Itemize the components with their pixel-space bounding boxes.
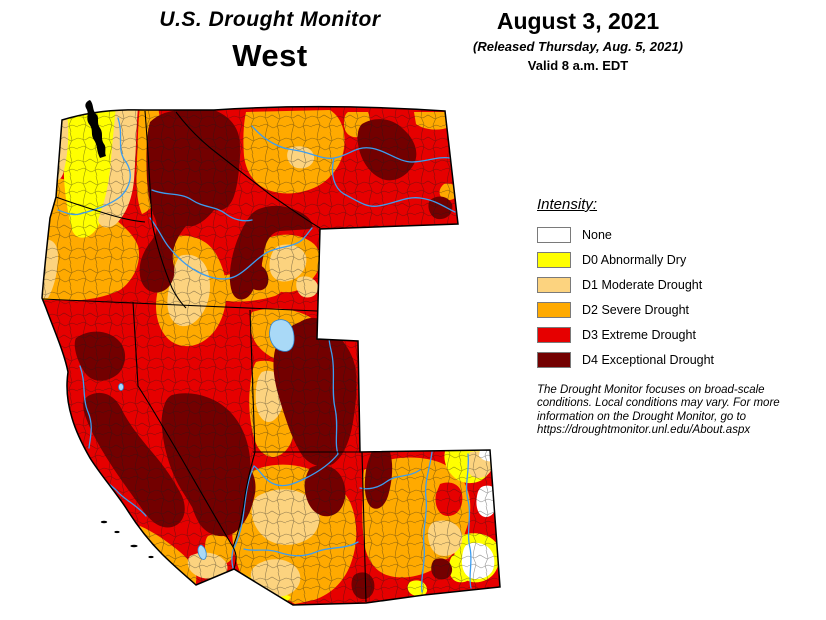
header-right: August 3, 2021 (Released Thursday, Aug. … xyxy=(447,8,709,73)
legend-label: D4 Exceptional Drought xyxy=(582,352,715,367)
disclaimer-line: The Drought Monitor focuses on broad-sca… xyxy=(537,384,765,396)
river xyxy=(151,189,253,222)
legend-row-d4: D4 Exceptional Drought xyxy=(537,347,807,372)
region-title: West xyxy=(232,38,308,73)
map-outline xyxy=(41,105,501,606)
map-date: August 3, 2021 xyxy=(496,8,660,34)
disclaimer: The Drought Monitor focuses on broad-sca… xyxy=(537,384,805,438)
great-salt-lake xyxy=(269,319,295,352)
legend-row-d0: D0 Abnormally Dry xyxy=(537,247,807,272)
state-border xyxy=(249,309,256,453)
state-border xyxy=(144,110,187,309)
rivers xyxy=(57,117,472,593)
disclaimer-url: https://droughtmonitor.unl.edu/About.asp… xyxy=(537,424,751,437)
river xyxy=(57,117,131,216)
river xyxy=(420,451,433,593)
disclaimer-line: information on the Drought Monitor, go t… xyxy=(537,410,747,423)
state-borders xyxy=(42,110,367,603)
state-border xyxy=(42,298,318,312)
river xyxy=(251,125,451,163)
legend-label: None xyxy=(582,227,612,242)
river xyxy=(149,217,313,280)
legend-label: D3 Extreme Drought xyxy=(582,327,696,342)
legend-row-d1: D1 Moderate Drought xyxy=(537,272,807,297)
channel-islands xyxy=(100,520,154,559)
released-date: (Released Thursday, Aug. 5, 2021) xyxy=(473,39,683,54)
legend: Intensity: None D0 Abnormally Dry D1 Mod… xyxy=(537,196,807,372)
lakes xyxy=(118,319,295,560)
lake-tahoe xyxy=(118,383,124,391)
legend-row-d3: D3 Extreme Drought xyxy=(537,322,807,347)
swatch-none xyxy=(537,226,571,243)
island xyxy=(114,530,120,534)
swatch-d4 xyxy=(537,351,571,368)
drought-severity-areas xyxy=(42,106,500,606)
island xyxy=(148,555,154,559)
island xyxy=(100,520,108,524)
legend-row-none: None xyxy=(537,222,807,247)
county-borders-texture xyxy=(42,106,500,606)
swatch-d1 xyxy=(537,276,571,293)
valid-time: Valid 8 a.m. EDT xyxy=(527,58,629,73)
legend-row-d2: D2 Severe Drought xyxy=(537,297,807,322)
swatch-d2 xyxy=(537,301,571,318)
state-border xyxy=(232,451,256,570)
legend-heading: Intensity: xyxy=(537,196,598,213)
puget-sound-inlets xyxy=(85,100,106,158)
river xyxy=(359,469,421,490)
salton-sea xyxy=(197,544,207,560)
legend-label: D2 Severe Drought xyxy=(582,302,690,317)
page-title: U.S. Drought Monitor xyxy=(159,8,381,31)
state-border xyxy=(132,301,234,548)
river xyxy=(465,453,472,589)
river xyxy=(79,365,92,449)
state-border xyxy=(175,111,321,229)
swatch-d0 xyxy=(537,251,571,268)
legend-label: D1 Moderate Drought xyxy=(582,277,703,292)
swatch-d3 xyxy=(537,326,571,343)
river xyxy=(231,465,255,569)
river xyxy=(243,541,359,557)
disclaimer-line: conditions. Local conditions may vary. F… xyxy=(537,397,780,410)
state-border xyxy=(361,451,367,603)
header-left: U.S. Drought Monitor West xyxy=(120,8,420,74)
legend-label: D0 Abnormally Dry xyxy=(582,252,687,267)
state-border xyxy=(55,196,146,223)
island xyxy=(130,544,138,548)
river xyxy=(331,157,456,213)
